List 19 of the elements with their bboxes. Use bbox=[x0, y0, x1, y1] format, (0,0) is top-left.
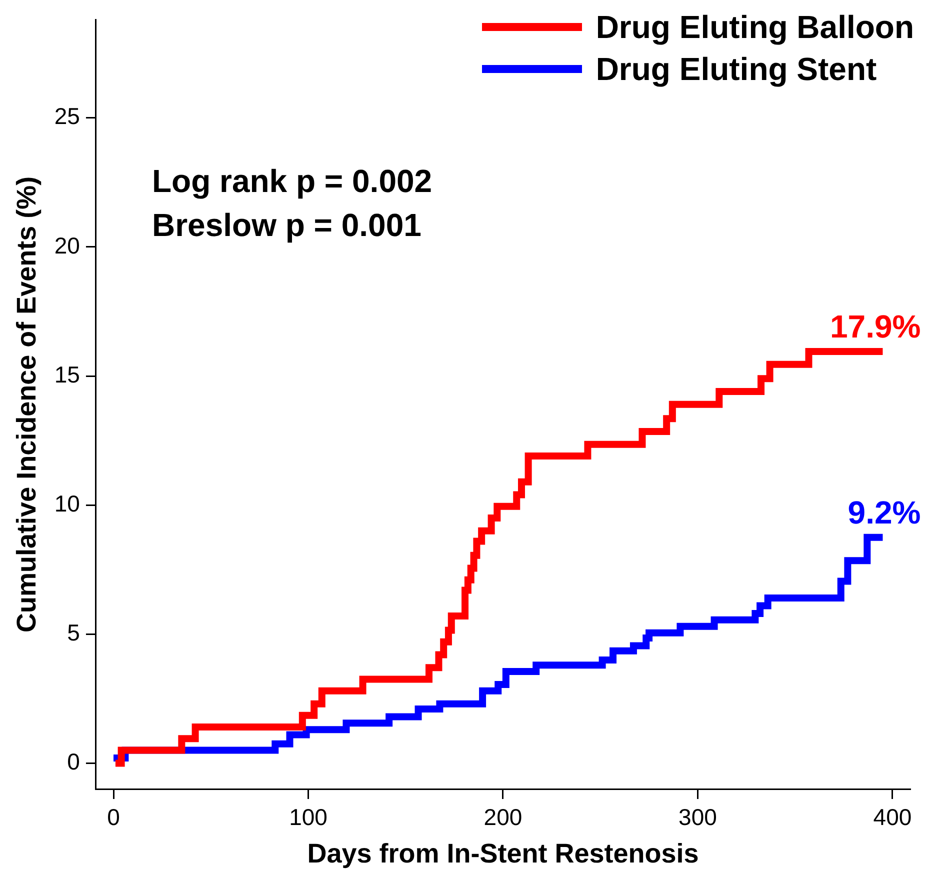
y-axis-title: Cumulative Incidence of Events (%) bbox=[12, 176, 42, 632]
y-tick-label: 20 bbox=[54, 232, 80, 258]
x-tick-label: 400 bbox=[873, 804, 912, 830]
y-tick-label: 5 bbox=[67, 619, 80, 646]
x-tick-label: 200 bbox=[484, 804, 522, 830]
x-tick-label: 0 bbox=[107, 804, 120, 830]
annotation: Breslow p = 0.001 bbox=[152, 206, 422, 243]
legend-label: Drug Eluting Balloon bbox=[596, 8, 914, 46]
annotation: 9.2% bbox=[848, 494, 921, 530]
y-tick-label: 0 bbox=[67, 748, 80, 775]
x-tick-label: 300 bbox=[678, 804, 717, 830]
y-tick-label: 10 bbox=[54, 490, 80, 516]
x-tick-label: 100 bbox=[289, 804, 328, 830]
y-tick-label: 15 bbox=[54, 361, 80, 388]
x-axis-title: Days from In-Stent Restenosis bbox=[307, 838, 699, 868]
annotation: 17.9% bbox=[830, 308, 921, 344]
y-tick-label: 25 bbox=[54, 103, 80, 130]
annotation: Log rank p = 0.002 bbox=[152, 162, 432, 199]
legend-label: Drug Eluting Stent bbox=[596, 50, 877, 88]
